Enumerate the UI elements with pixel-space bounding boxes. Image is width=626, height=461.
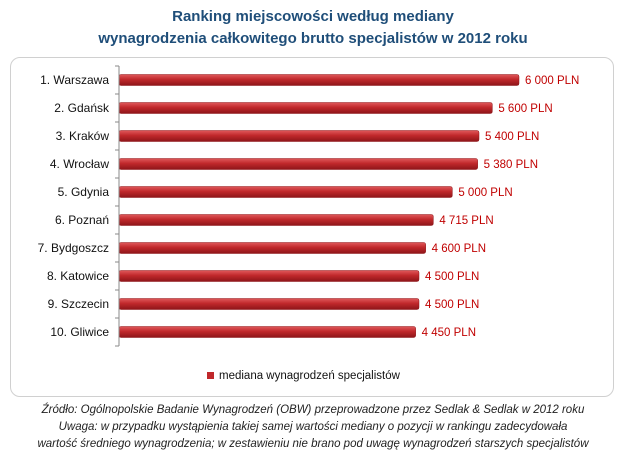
category-label: 5. Gdynia <box>58 185 110 199</box>
bar <box>118 158 478 170</box>
category-label: 10. Gliwice <box>50 325 109 339</box>
bar <box>118 186 453 198</box>
category-label: 6. Poznań <box>55 213 109 227</box>
legend-swatch <box>207 372 214 379</box>
chart-title-line-1: Ranking miejscowości według mediany <box>172 8 454 25</box>
bar <box>118 298 420 310</box>
bar <box>118 74 520 86</box>
category-label: 1. Warszawa <box>40 73 109 87</box>
data-label: 4 600 PLN <box>432 243 486 255</box>
data-label: 5 380 PLN <box>484 159 538 171</box>
footnotes: Źródło: Ogólnopolskie Badanie Wynagrodze… <box>0 402 626 453</box>
chart-title-line-2: wynagrodzenia całkowitego brutto specjal… <box>98 30 528 47</box>
category-label: 9. Szczecin <box>48 297 109 311</box>
data-label: 5 400 PLN <box>485 131 539 143</box>
data-label: 5 600 PLN <box>498 103 552 115</box>
bar <box>118 214 434 226</box>
data-label: 4 500 PLN <box>425 271 479 283</box>
remark-note-line-2: wartość średniego wynagrodzenia; w zesta… <box>37 438 589 450</box>
chart-title: Ranking miejscowości według mediany wyna… <box>0 6 626 50</box>
data-label: 4 450 PLN <box>422 327 476 339</box>
chart-frame: 1. Warszawa 6 000 PLN 2. Gdańsk 5 600 PLN 3.… <box>10 57 614 397</box>
data-label: 6 000 PLN <box>525 75 579 87</box>
category-label: 2. Gdańsk <box>54 101 110 115</box>
bar <box>118 270 420 282</box>
data-label: 4 500 PLN <box>425 299 479 311</box>
bar <box>118 102 493 114</box>
bar-chart: 1. Warszawa 6 000 PLN 2. Gdańsk 5 600 PLN 3.… <box>38 65 579 382</box>
category-label: 3. Kraków <box>56 129 110 143</box>
legend-label: mediana wynagrodzeń specjalistów <box>219 370 401 382</box>
data-label: 4 715 PLN <box>439 215 493 227</box>
category-label: 7. Bydgoszcz <box>38 241 109 255</box>
category-label: 4. Wrocław <box>50 157 109 171</box>
bar <box>118 130 480 142</box>
data-label: 5 000 PLN <box>458 187 512 199</box>
category-label: 8. Katowice <box>47 269 109 283</box>
source-note: Źródło: Ogólnopolskie Badanie Wynagrodze… <box>41 404 585 416</box>
bar <box>118 242 426 254</box>
bar <box>118 326 416 338</box>
remark-note-line-1: Uwaga: w przypadku wystąpienia takiej sa… <box>58 421 568 433</box>
